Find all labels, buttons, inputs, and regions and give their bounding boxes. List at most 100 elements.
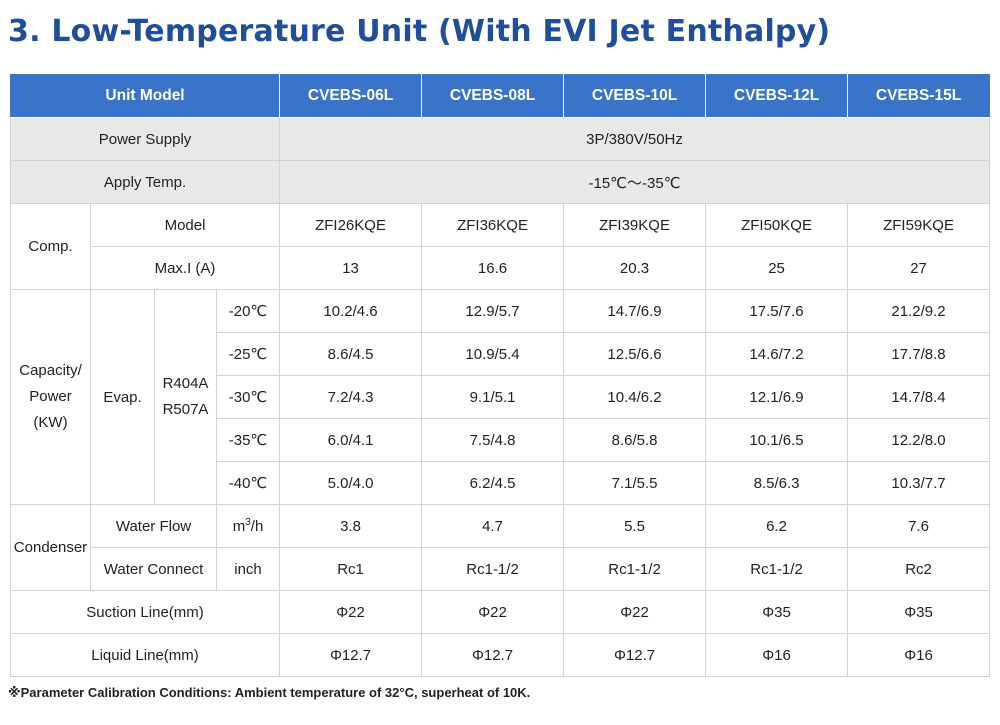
table-cell: 10.2/4.6 [279,289,423,333]
water-flow-label: Water Flow [90,504,217,548]
table-cell: Rc2 [847,547,991,591]
capacity-label-line: Capacity/ [19,362,82,379]
refrigerant-line: R507A [162,401,209,418]
table-cell: 12.9/5.7 [421,289,565,333]
table-cell: 5.5 [563,504,707,548]
table-cell: 8.6/4.5 [279,332,423,376]
unit-base: m [232,518,246,535]
capacity-row: Capacity/ Power (KW) Evap. R404A R507A -… [10,289,991,505]
water-flow-row: Condenser Water Flow m3/h 3.8 4.7 5.5 6.… [10,504,991,591]
table-cell: 7.5/4.8 [421,418,565,462]
temp-label: -30℃ [215,375,281,419]
capacity-label-line: Power [29,388,72,405]
table-cell: Rc1-1/2 [705,547,849,591]
model-header: CVEBS-12L [705,74,849,118]
apply-temp-label: Apply Temp. [9,160,281,204]
apply-temp-value: -15℃～-35℃ [279,160,991,204]
table-cell: 8.5/6.3 [705,461,849,505]
table-cell: 17.5/7.6 [705,289,849,333]
table-cell: Φ12.7 [279,633,423,677]
power-supply-value: 3P/380V/50Hz [279,117,991,161]
page-title: 3. Low-Temperature Unit (With EVI Jet En… [8,14,831,49]
table-cell: 7.1/5.5 [563,461,707,505]
model-header: CVEBS-15L [847,74,991,118]
table-cell: 20.3 [563,246,707,290]
evap-label: Evap. [90,289,155,505]
comp-maxi-label: Max.I (A) [89,246,281,290]
table-cell: 6.2 [705,504,849,548]
suction-line-row: Suction Line(mm) Φ22 Φ22 Φ22 Φ35 Φ35 [9,590,991,634]
table-cell: 10.9/5.4 [421,332,565,376]
temp-label: -25℃ [215,332,281,376]
model-header: CVEBS-08L [421,74,565,118]
table-cell: ZFI50KQE [705,203,849,247]
table-cell: 17.7/8.8 [847,332,991,376]
header-row: Unit Model CVEBS-06L CVEBS-08L CVEBS-10L… [9,74,991,118]
power-supply-row: Power Supply 3P/380V/50Hz [9,117,991,161]
table-cell: 6.2/4.5 [421,461,565,505]
water-connect-label: Water Connect [90,547,217,591]
table-cell: Φ12.7 [563,633,707,677]
table-cell: ZFI39KQE [563,203,707,247]
table-cell: 14.6/7.2 [705,332,849,376]
table-cell: Φ22 [421,590,565,634]
comp-label: Comp. [10,203,91,290]
table-cell: 25 [705,246,849,290]
unit-tail: /h [250,518,264,535]
unit-sup: 3 [245,517,251,528]
table-cell: ZFI26KQE [279,203,423,247]
table-cell: 14.7/6.9 [563,289,707,333]
model-header: CVEBS-10L [563,74,707,118]
temp-label: -40℃ [215,461,281,505]
table-cell: 8.6/5.8 [563,418,707,462]
liquid-line-row: Liquid Line(mm) Φ12.7 Φ12.7 Φ12.7 Φ16 Φ1… [9,633,991,677]
refrigerant-line: R404A [162,375,209,392]
table-cell: 9.1/5.1 [421,375,565,419]
liquid-line-label: Liquid Line(mm) [9,633,281,677]
refrigerant-label: R404A R507A [154,289,217,505]
water-connect-row: Water Connect inch Rc1 Rc1-1/2 Rc1-1/2 R… [11,547,991,591]
unit-model-header: Unit Model [9,74,281,118]
table-cell: 16.6 [421,246,565,290]
table-cell: Φ16 [847,633,991,677]
table-cell: 14.7/8.4 [847,375,991,419]
water-flow-unit: m3/h [215,504,281,548]
table-cell: 10.3/7.7 [847,461,991,505]
footnote: ※Parameter Calibration Conditions: Ambie… [8,685,531,700]
model-header: CVEBS-06L [279,74,423,118]
apply-temp-row: Apply Temp. -15℃～-35℃ [9,160,991,204]
temp-label: -35℃ [215,418,281,462]
table-cell: 10.1/6.5 [705,418,849,462]
table-cell: Rc1 [279,547,423,591]
capacity-row: -25℃ 8.6/4.5 10.9/5.4 12.5/6.6 14.6/7.2 … [11,332,991,376]
table-cell: Φ35 [705,590,849,634]
temp-label: -20℃ [215,289,281,333]
comp-model-label: Model [89,203,281,247]
capacity-row: -35℃ 6.0/4.1 7.5/4.8 8.6/5.8 10.1/6.5 12… [11,418,991,462]
table-cell: 7.6 [847,504,991,548]
table-cell: 5.0/4.0 [279,461,423,505]
capacity-row: -40℃ 5.0/4.0 6.2/4.5 7.1/5.5 8.5/6.3 10.… [11,461,991,505]
comp-maxi-row: Max.I (A) 13 16.6 20.3 25 27 [11,246,991,290]
table-cell: Rc1-1/2 [563,547,707,591]
spec-table: Unit Model CVEBS-06L CVEBS-08L CVEBS-10L… [9,74,991,677]
power-supply-label: Power Supply [9,117,281,161]
table-cell: Φ35 [847,590,991,634]
table-cell: 12.5/6.6 [563,332,707,376]
table-cell: Φ22 [563,590,707,634]
table-cell: ZFI36KQE [421,203,565,247]
capacity-row: -30℃ 7.2/4.3 9.1/5.1 10.4/6.2 12.1/6.9 1… [11,375,991,419]
condenser-label: Condenser [10,504,91,591]
capacity-label-line: (KW) [33,414,68,431]
water-connect-unit: inch [215,547,281,591]
table-cell: 27 [847,246,991,290]
table-cell: 21.2/9.2 [847,289,991,333]
table-cell: 12.1/6.9 [705,375,849,419]
table-cell: 3.8 [279,504,423,548]
table-cell: ZFI59KQE [847,203,991,247]
table-cell: 10.4/6.2 [563,375,707,419]
table-cell: 7.2/4.3 [279,375,423,419]
table-cell: Φ16 [705,633,849,677]
table-cell: Rc1-1/2 [421,547,565,591]
table-cell: Φ22 [279,590,423,634]
